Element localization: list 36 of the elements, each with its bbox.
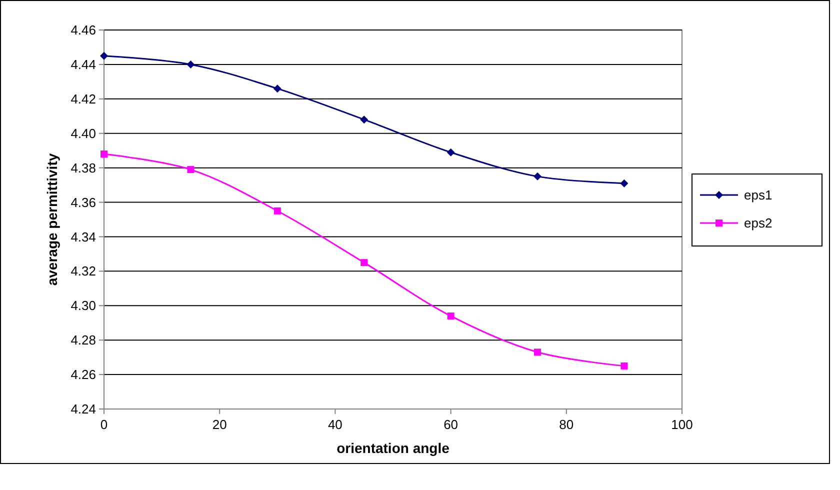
y-tick-label: 4.40 (70, 126, 96, 141)
point (534, 348, 541, 356)
y-tick-label: 4.32 (70, 264, 96, 279)
point (273, 84, 282, 93)
x-axis-title: orientation angle (336, 440, 450, 456)
y-tick-label: 4.36 (70, 194, 96, 210)
legend-label: eps2 (744, 216, 772, 231)
point (620, 179, 628, 188)
y-tick-label: 4.42 (70, 91, 96, 106)
y-tick-label: 4.26 (70, 367, 96, 382)
point (360, 259, 368, 266)
point (100, 52, 108, 60)
x-tick-label: 20 (212, 417, 227, 432)
point (447, 312, 454, 320)
y-tick-label: 4.38 (70, 160, 96, 176)
y-tick-label: 4.24 (70, 402, 96, 417)
point (186, 60, 195, 68)
x-tick-label: 80 (559, 417, 574, 432)
point (100, 150, 108, 158)
y-tick-label: 4.46 (70, 22, 96, 38)
x-tick-label: 40 (328, 417, 342, 432)
x-tick-label: 0 (100, 417, 108, 432)
point (187, 166, 194, 174)
point (534, 172, 542, 180)
y-tick-label: 4.34 (70, 229, 96, 244)
y-tick-label: 4.28 (70, 332, 96, 348)
y-axis-title: average permittivity (44, 153, 60, 286)
x-tick-label: 100 (671, 417, 693, 432)
point (274, 207, 281, 214)
point (620, 362, 628, 370)
y-tick-label: 4.30 (70, 298, 96, 314)
y-tick-label: 4.44 (70, 57, 96, 72)
point (360, 116, 368, 124)
point (446, 148, 455, 156)
x-tick-label: 60 (444, 417, 458, 432)
legend-label: eps1 (744, 188, 772, 203)
